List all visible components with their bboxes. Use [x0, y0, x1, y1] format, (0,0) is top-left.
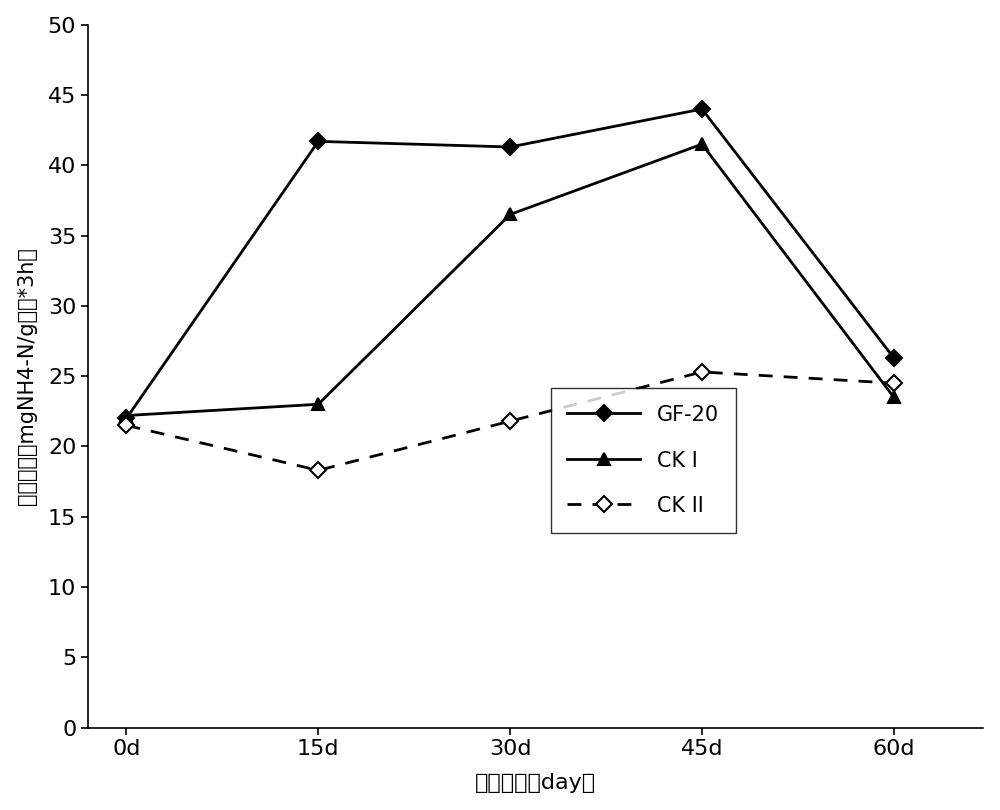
Line: CK I: CK I — [120, 138, 900, 422]
Legend: GF-20, CK I, CK II: GF-20, CK I, CK II — [551, 388, 736, 533]
CK I — [504, 210, 516, 220]
Line: CK II: CK II — [121, 366, 899, 476]
GF-20 — [504, 142, 516, 151]
GF-20 — [888, 353, 900, 363]
Y-axis label: 脲酶活性（mgNH4-N/g干土*3h）: 脲酶活性（mgNH4-N/g干土*3h） — [17, 247, 37, 505]
CK II — [312, 466, 324, 475]
CK I — [120, 411, 132, 420]
CK I — [312, 399, 324, 409]
CK II — [120, 420, 132, 430]
Line: GF-20: GF-20 — [121, 104, 899, 424]
GF-20 — [312, 137, 324, 147]
X-axis label: 测定时间（day）: 测定时间（day） — [475, 774, 596, 793]
CK I — [696, 139, 708, 149]
GF-20 — [696, 104, 708, 114]
GF-20 — [120, 413, 132, 423]
CK II — [504, 416, 516, 426]
CK II — [696, 367, 708, 377]
CK II — [888, 378, 900, 388]
CK I — [888, 392, 900, 402]
